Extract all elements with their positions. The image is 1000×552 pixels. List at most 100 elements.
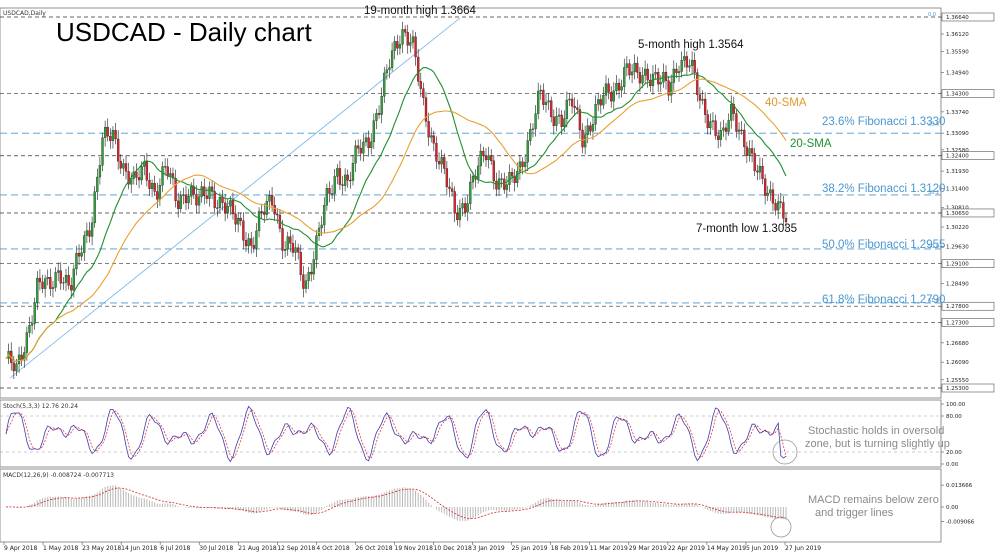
stoch-main-line bbox=[5, 405, 787, 463]
candle-body bbox=[46, 277, 49, 279]
candle-body bbox=[281, 228, 284, 251]
fibonacci-percent-label: 50.0 bbox=[928, 244, 939, 250]
candle-body bbox=[286, 236, 289, 250]
candle-body bbox=[323, 205, 326, 226]
candle-body bbox=[64, 274, 68, 283]
candle-body bbox=[745, 146, 749, 156]
price-tick-label: 1.28490 bbox=[946, 282, 969, 288]
candle-body bbox=[237, 217, 240, 225]
candle-body bbox=[518, 161, 522, 172]
candle-body bbox=[169, 173, 172, 176]
candle-body bbox=[717, 135, 720, 140]
candle-body bbox=[119, 160, 122, 169]
candle-body bbox=[203, 186, 206, 196]
macd-tick-label: 0.013666 bbox=[946, 483, 973, 489]
uptrend-line bbox=[9, 17, 461, 379]
candle-body bbox=[156, 191, 159, 200]
candle-body bbox=[586, 125, 589, 135]
candle-body bbox=[761, 166, 764, 179]
candle-body bbox=[93, 191, 96, 224]
candle-body bbox=[263, 211, 266, 215]
candle-body bbox=[591, 124, 595, 132]
date-tick-label: 18 Feb 2019 bbox=[551, 545, 589, 552]
date-tick-label: 5 Jun 2019 bbox=[746, 545, 778, 552]
date-tick-label: 12 Sep 2018 bbox=[277, 545, 315, 552]
candle-body bbox=[33, 302, 36, 324]
candle-body bbox=[505, 184, 509, 190]
candle-body bbox=[487, 155, 490, 161]
candle-body bbox=[166, 166, 169, 176]
candle-body bbox=[680, 60, 683, 72]
candle-body bbox=[766, 192, 769, 196]
candle-body bbox=[450, 188, 454, 192]
moving-averages bbox=[5, 66, 787, 362]
candle-body bbox=[150, 183, 154, 189]
candle-body bbox=[223, 202, 227, 214]
candle-body bbox=[411, 36, 415, 43]
candle-body bbox=[70, 285, 73, 291]
candle-body bbox=[703, 98, 707, 115]
candle-body bbox=[28, 325, 31, 333]
candle-body bbox=[325, 188, 329, 206]
candle-body bbox=[612, 90, 615, 102]
candle-body bbox=[190, 186, 193, 197]
stoch-tick-label: 20.00 bbox=[946, 450, 962, 456]
price-tick-label: 1.34940 bbox=[946, 71, 969, 77]
candle-body bbox=[15, 363, 18, 372]
candle-body bbox=[529, 129, 532, 141]
candle-body bbox=[641, 75, 644, 84]
candle-body bbox=[349, 180, 352, 182]
candle-body bbox=[594, 104, 597, 125]
candle-body bbox=[417, 56, 420, 82]
stoch-tick-label: 100.00 bbox=[946, 402, 966, 408]
candle-body bbox=[552, 116, 555, 126]
candle-body bbox=[550, 100, 553, 118]
candle-body bbox=[101, 137, 104, 166]
candle-body bbox=[774, 203, 777, 211]
candle-body bbox=[310, 271, 313, 275]
candle-body bbox=[604, 83, 608, 96]
stoch-tick-label: 80.00 bbox=[946, 414, 962, 420]
candle-body bbox=[59, 270, 62, 284]
candle-body bbox=[88, 230, 91, 237]
candle-body bbox=[484, 155, 488, 161]
candle-body bbox=[346, 174, 349, 181]
price-level-tag bbox=[941, 12, 995, 22]
candle-body bbox=[75, 252, 78, 270]
candle-body bbox=[557, 114, 561, 117]
price-tick-label: 1.32580 bbox=[946, 148, 969, 154]
candle-body bbox=[276, 214, 279, 216]
candle-body bbox=[422, 88, 425, 98]
annotation-20-sma: 20-SMA bbox=[790, 138, 832, 150]
fibonacci-percent-label: 0.0 bbox=[928, 12, 936, 18]
date-tick-label: 30 Jul 2018 bbox=[199, 545, 233, 552]
candle-body bbox=[302, 274, 305, 289]
candle-body bbox=[461, 203, 464, 209]
candle-body bbox=[148, 180, 151, 189]
candle-body bbox=[299, 252, 302, 275]
candle-body bbox=[471, 176, 475, 183]
candle-body bbox=[320, 224, 323, 229]
date-tick-label: 19 Nov 2018 bbox=[395, 545, 434, 552]
candle-body bbox=[589, 125, 592, 132]
price-axis: 1.36640 1.36120 1.35590 1.34940 1.34300 1.337… bbox=[941, 12, 995, 393]
candle-body bbox=[234, 213, 237, 225]
candle-body bbox=[643, 68, 647, 76]
date-tick-label: 25 Jan 2019 bbox=[512, 545, 548, 552]
candle-body bbox=[106, 126, 109, 137]
macd-panel-frame bbox=[0, 468, 942, 543]
annotation-19-month-high: 19-month high 1.3664 bbox=[364, 5, 476, 17]
candle-body bbox=[153, 183, 156, 192]
macd-tick-label: -0.009066 bbox=[946, 520, 975, 526]
date-tick-label: 22 Apr 2019 bbox=[668, 545, 705, 552]
candle-body bbox=[90, 222, 94, 237]
macd-signal-line bbox=[5, 487, 787, 520]
sma-40-line bbox=[5, 78, 787, 362]
candle-body bbox=[490, 155, 493, 161]
candle-body bbox=[539, 89, 542, 92]
candle-body bbox=[542, 89, 545, 105]
candle-body bbox=[581, 129, 584, 148]
candle-body bbox=[526, 140, 529, 163]
candle-body bbox=[743, 129, 746, 148]
